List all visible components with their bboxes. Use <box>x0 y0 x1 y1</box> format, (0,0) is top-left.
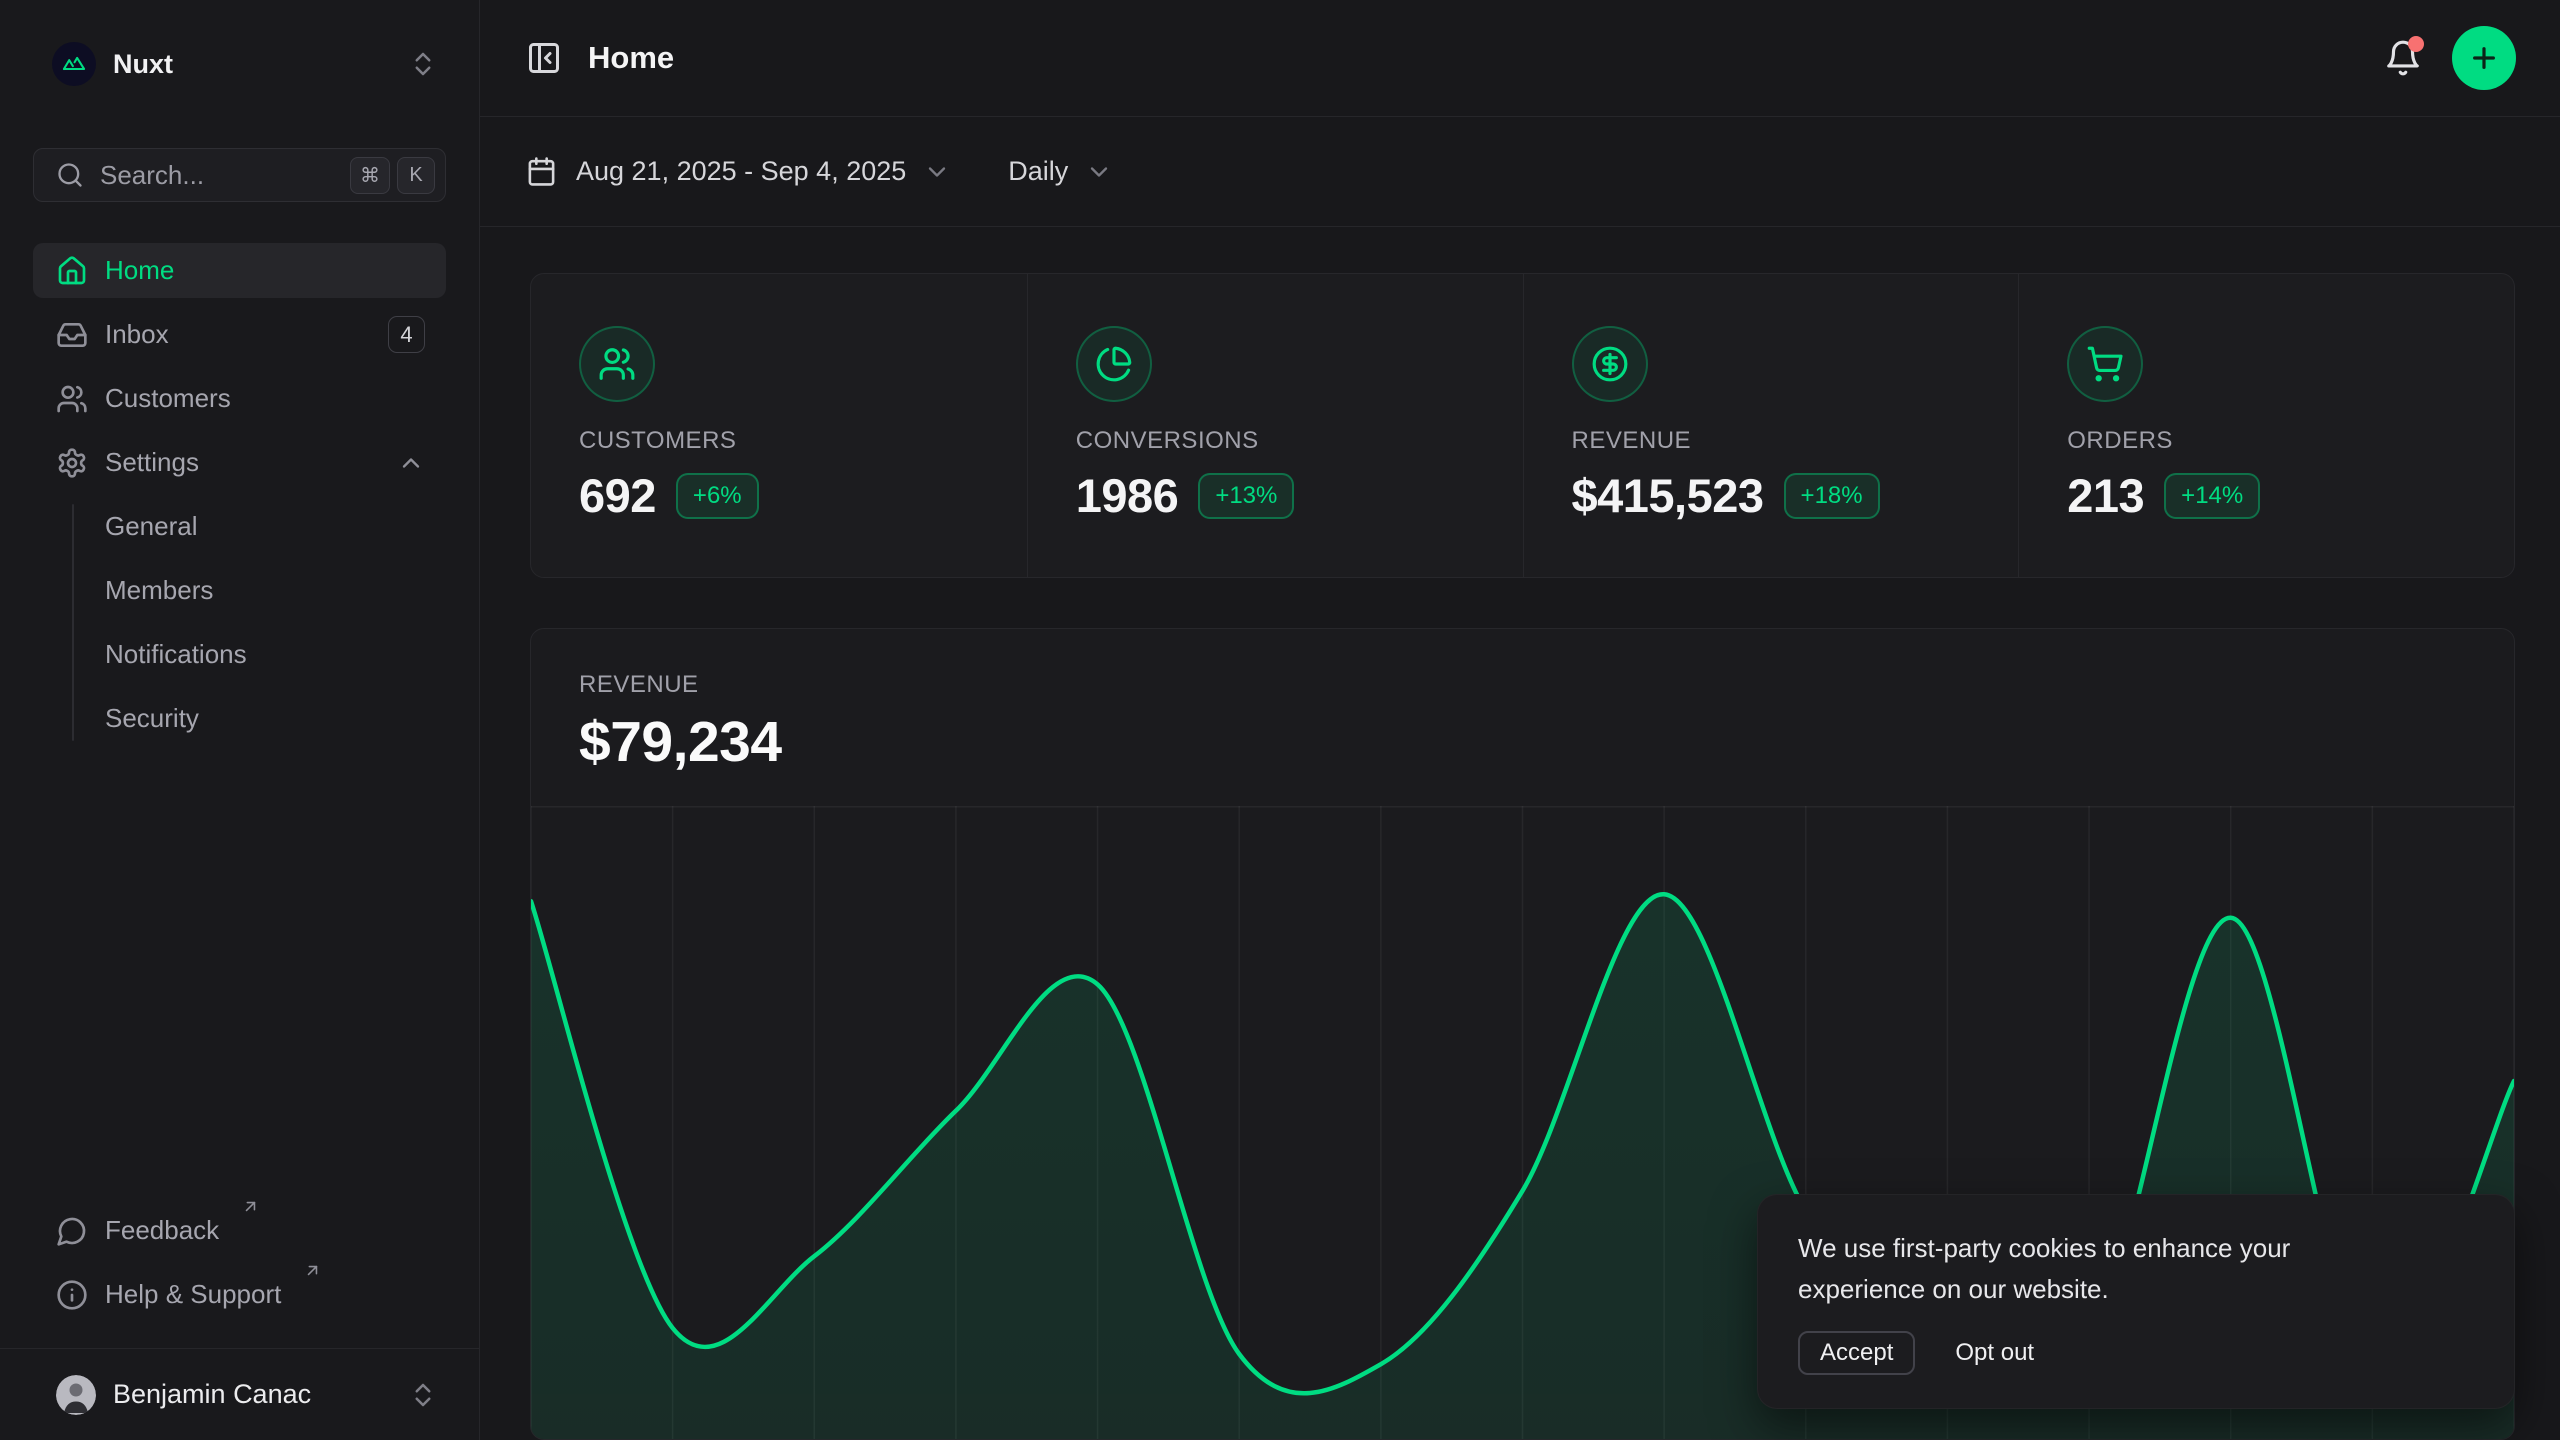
sidebar-item-inbox[interactable]: Inbox 4 <box>33 307 446 362</box>
stat-card-orders[interactable]: ORDERS 213 +14% <box>2018 274 2514 577</box>
sidebar-item-help-support[interactable]: Help & Support <box>33 1267 446 1322</box>
sidebar-top: Nuxt Search... ⌘ K <box>0 0 479 746</box>
granularity-value: Daily <box>1008 156 1068 187</box>
revenue-chart-header: REVENUE $79,234 <box>531 629 2514 775</box>
chevron-up-icon <box>397 449 425 477</box>
search-input[interactable]: Search... ⌘ K <box>33 148 446 202</box>
stat-card-revenue[interactable]: REVENUE $415,523 +18% <box>1523 274 2019 577</box>
sidebar-item-members[interactable]: Members <box>33 563 446 618</box>
circle-dollar-icon <box>1572 326 1648 402</box>
sidebar-item-customers[interactable]: Customers <box>33 371 446 426</box>
stat-value: 213 <box>2067 468 2144 523</box>
inbox-unread-badge: 4 <box>388 316 425 353</box>
arrow-up-right-icon <box>241 1197 260 1216</box>
sidebar-item-general[interactable]: General <box>33 499 446 554</box>
user-name: Benjamin Canac <box>113 1379 311 1410</box>
stat-label: REVENUE <box>1572 427 1973 455</box>
chevron-down-icon <box>923 158 951 186</box>
message-circle-icon <box>56 1215 88 1247</box>
sidebar-item-home[interactable]: Home <box>33 243 446 298</box>
shopping-cart-icon <box>2067 326 2143 402</box>
chart-total-value: $79,234 <box>579 709 2466 775</box>
sidebar-item-security[interactable]: Security <box>33 691 446 746</box>
stat-delta-badge: +6% <box>676 473 759 519</box>
users-icon <box>579 326 655 402</box>
sidebar-item-notifications[interactable]: Notifications <box>33 627 446 682</box>
chevron-down-icon <box>1085 158 1113 186</box>
date-range-value: Aug 21, 2025 - Sep 4, 2025 <box>576 156 906 187</box>
stat-card-customers[interactable]: CUSTOMERS 692 +6% <box>531 274 1027 577</box>
home-icon <box>56 255 88 287</box>
chevrons-up-down-icon <box>408 49 438 79</box>
stats-row: CUSTOMERS 692 +6% CONVERSIONS 1986 +13% <box>530 273 2515 578</box>
search-placeholder: Search... <box>100 160 334 191</box>
sidebar-item-label: Feedback <box>105 1215 219 1246</box>
sidebar-item-label: Help & Support <box>105 1279 281 1310</box>
avatar <box>56 1375 96 1415</box>
settings-submenu: General Members Notifications Security <box>33 499 446 746</box>
search-icon <box>56 161 84 189</box>
info-circle-icon <box>56 1279 88 1311</box>
gear-icon <box>56 447 88 479</box>
sidebar-spacer <box>0 746 479 1203</box>
sidebar-user-section: Benjamin Canac <box>0 1348 479 1440</box>
page-header: Home <box>480 0 2560 117</box>
cookie-message: We use first-party cookies to enhance yo… <box>1798 1228 2408 1310</box>
accept-button[interactable]: Accept <box>1798 1331 1915 1375</box>
notifications-button[interactable] <box>2384 39 2422 77</box>
pie-chart-icon <box>1076 326 1152 402</box>
user-menu[interactable]: Benjamin Canac <box>33 1364 446 1425</box>
nuxt-logo-icon <box>52 42 96 86</box>
kbd-cmd: ⌘ <box>350 157 390 194</box>
stat-value: $415,523 <box>1572 468 1764 523</box>
add-button[interactable] <box>2452 26 2516 90</box>
calendar-icon <box>526 156 557 187</box>
page-title: Home <box>588 40 674 76</box>
stat-label: CONVERSIONS <box>1076 427 1477 455</box>
notification-dot <box>2408 36 2424 52</box>
granularity-select[interactable]: Daily <box>1008 156 1113 187</box>
sidebar-item-feedback[interactable]: Feedback <box>33 1203 446 1258</box>
chevrons-up-down-icon <box>408 1380 438 1410</box>
sidebar-item-label: Settings <box>105 447 199 478</box>
date-range-picker[interactable]: Aug 21, 2025 - Sep 4, 2025 <box>526 156 951 187</box>
workspace-selector[interactable]: Nuxt <box>33 42 446 86</box>
sidebar-footer: Feedback Help & Support <box>0 1203 479 1348</box>
chart-title: REVENUE <box>579 671 2466 699</box>
workspace-name: Nuxt <box>113 49 173 80</box>
cookie-consent-banner: We use first-party cookies to enhance yo… <box>1757 1194 2515 1409</box>
users-icon <box>56 383 88 415</box>
sidebar-collapse-button[interactable] <box>526 40 562 76</box>
sidebar: Nuxt Search... ⌘ K <box>0 0 480 1440</box>
stat-delta-badge: +14% <box>2164 473 2260 519</box>
stat-label: ORDERS <box>2067 427 2468 455</box>
inbox-icon <box>56 319 88 351</box>
stat-card-conversions[interactable]: CONVERSIONS 1986 +13% <box>1027 274 1523 577</box>
sidebar-nav: Home Inbox 4 Customers <box>33 243 446 746</box>
sidebar-item-label: Inbox <box>105 319 169 350</box>
arrow-up-right-icon <box>303 1261 322 1280</box>
search-shortcut: ⌘ K <box>350 157 435 194</box>
stat-value: 692 <box>579 468 656 523</box>
sidebar-item-settings[interactable]: Settings <box>33 435 446 490</box>
header-actions <box>2384 26 2516 90</box>
stat-value: 1986 <box>1076 468 1179 523</box>
sidebar-item-label: Customers <box>105 383 231 414</box>
stat-delta-badge: +18% <box>1784 473 1880 519</box>
kbd-k: K <box>397 157 435 194</box>
filters-bar: Aug 21, 2025 - Sep 4, 2025 Daily <box>480 117 2560 227</box>
sidebar-item-label: Home <box>105 255 174 286</box>
opt-out-button[interactable]: Opt out <box>1955 1339 2034 1367</box>
stat-delta-badge: +13% <box>1198 473 1294 519</box>
stat-label: CUSTOMERS <box>579 427 981 455</box>
cookie-actions: Accept Opt out <box>1798 1331 2474 1375</box>
